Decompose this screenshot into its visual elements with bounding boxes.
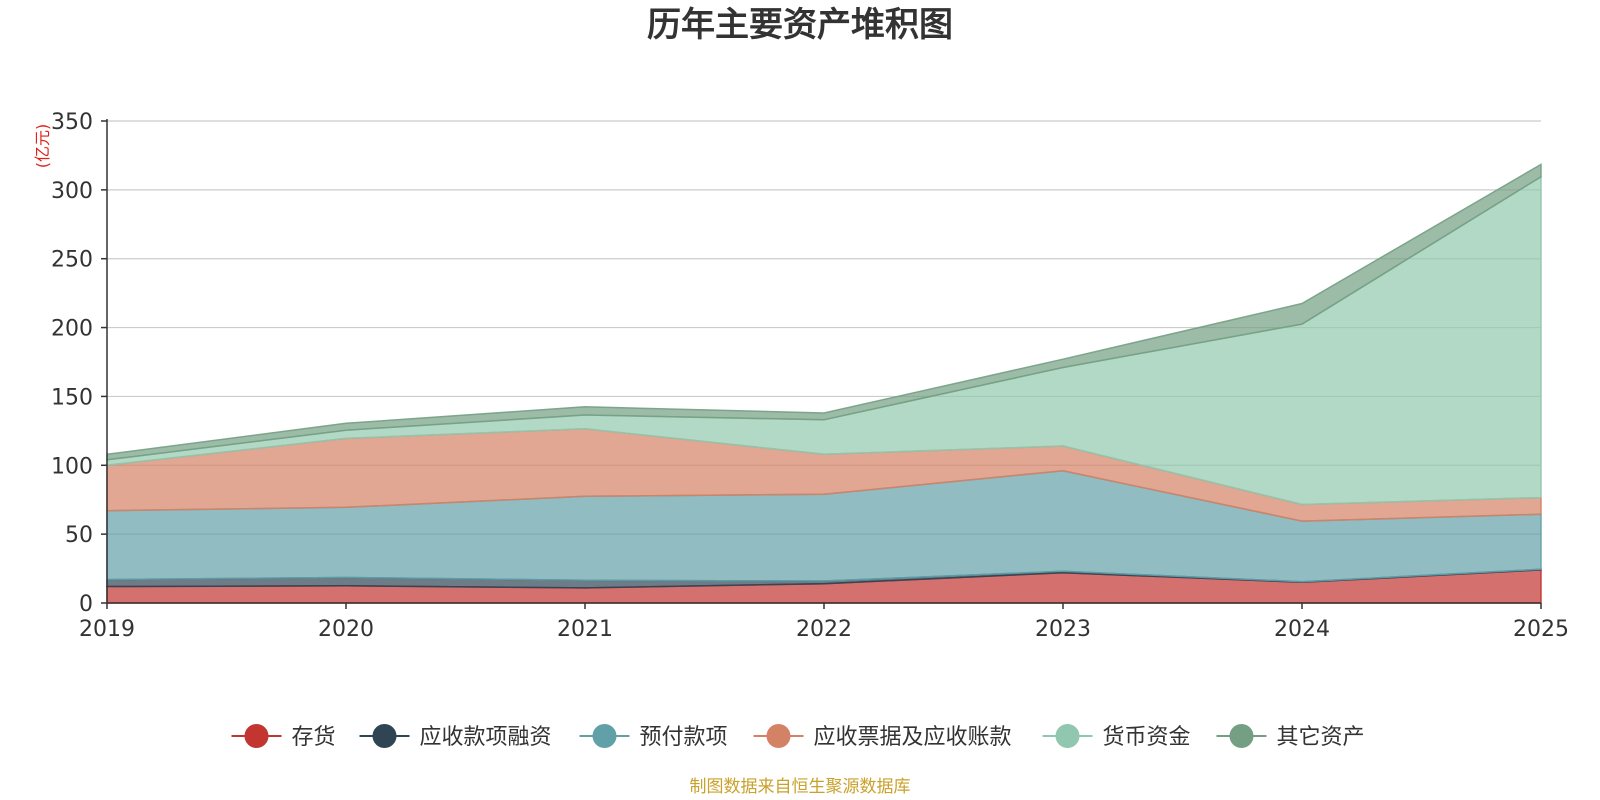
legend-label: 应收款项融资 [420, 725, 552, 750]
legend-item-5[interactable]: 其它资产 [1216, 724, 1365, 750]
legend-marker [766, 724, 791, 748]
data-source-note: 制图数据来自恒生聚源数据库 [690, 777, 911, 797]
y-axis-unit-label: (亿元) [33, 124, 52, 169]
legend-label: 应收票据及应收账款 [814, 725, 1012, 750]
legend-item-2[interactable]: 预付款项 [579, 724, 728, 750]
legend-label: 预付款项 [640, 725, 728, 750]
y-tick-label: 50 [65, 523, 93, 548]
y-tick-label: 300 [51, 179, 93, 204]
x-tick-label: 2025 [1513, 617, 1569, 642]
y-tick-label: 350 [51, 110, 93, 135]
y-tick-label: 0 [79, 592, 93, 617]
legend-label: 货币资金 [1103, 725, 1191, 750]
legend-item-4[interactable]: 货币资金 [1042, 724, 1191, 750]
legend-marker [1229, 724, 1254, 748]
x-tick-label: 2019 [79, 617, 135, 642]
legend-label: 存货 [292, 725, 336, 750]
x-tick-label: 2020 [318, 617, 374, 642]
legend-item-0[interactable]: 存货 [231, 724, 336, 750]
legend-marker [244, 724, 269, 748]
x-tick-label: 2022 [796, 617, 852, 642]
y-tick-label: 150 [51, 385, 93, 410]
area-series [106, 163, 1542, 604]
y-tick-label: 200 [51, 317, 93, 342]
x-tick-label: 2021 [557, 617, 613, 642]
legend-item-1[interactable]: 应收款项融资 [359, 724, 552, 750]
legend-marker [372, 724, 397, 748]
legend-marker [592, 724, 617, 748]
legend-item-3[interactable]: 应收票据及应收账款 [753, 724, 1012, 750]
legend-marker [1055, 724, 1080, 748]
chart-title: 历年主要资产堆积图 [647, 5, 953, 45]
legend-label: 其它资产 [1277, 725, 1365, 750]
area-series-5[interactable] [106, 163, 1542, 461]
y-axis-ticks: 0 50 100 150 200 250 300 350 [51, 110, 107, 617]
x-tick-label: 2023 [1035, 617, 1091, 642]
x-axis-ticks: 2019 2020 2021 2022 2023 2024 2025 [79, 603, 1569, 642]
y-tick-label: 100 [51, 454, 93, 479]
y-tick-label: 250 [51, 248, 93, 273]
legend[interactable]: 存货 应收款项融资 预付款项 应收票据及应收账款 货币资金 其它资产 [231, 724, 1365, 750]
x-tick-label: 2024 [1274, 617, 1330, 642]
